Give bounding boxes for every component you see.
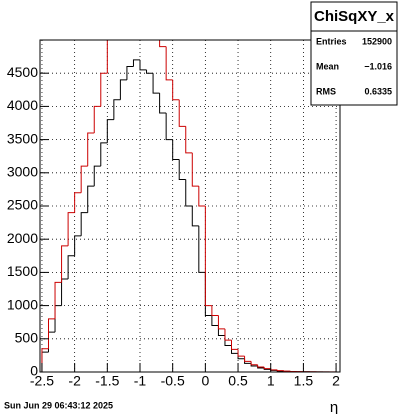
histogram-bin [80, 212, 88, 236]
histogram-bin [74, 192, 82, 213]
histogram-bin [165, 46, 173, 81]
histogram-bin [100, 142, 108, 167]
histogram-bin [211, 305, 219, 317]
y-tick-label: 0 [30, 363, 38, 379]
histogram-bin [80, 165, 88, 193]
x-tick-label: 0.5 [228, 373, 248, 389]
histogram-bin [93, 105, 101, 133]
x-tick-label: -1.5 [95, 373, 119, 389]
histogram-bin [172, 79, 180, 101]
histogram-bin [198, 186, 206, 207]
x-tick-label: 0 [201, 373, 209, 389]
histogram-bin [204, 206, 212, 307]
histogram-bin [132, 59, 140, 67]
histogram-bin [165, 113, 173, 141]
y-tick-label: 2000 [7, 230, 38, 246]
histogram-bin [257, 364, 265, 368]
y-tick-label: 3500 [7, 130, 38, 146]
x-tick-label: 1 [267, 373, 275, 389]
x-tick-label: -2.5 [30, 373, 54, 389]
y-tick-label: 3000 [7, 164, 38, 180]
y-tick-label: 4500 [7, 64, 38, 80]
histogram-bin [191, 152, 199, 187]
stats-value: −1.016 [364, 61, 392, 71]
histogram-bin [159, 93, 167, 114]
histogram-bin [191, 206, 199, 227]
footer-date: Sun Jun 29 06:43:12 2025 [4, 400, 113, 410]
histogram-bin [87, 132, 95, 167]
histogram-bin [178, 99, 186, 127]
histogram-bin [231, 340, 239, 350]
histogram-bin [152, 73, 160, 94]
histogram-bin [159, 40, 167, 48]
x-tick-label: 1.5 [294, 373, 314, 389]
histogram-bin [185, 179, 193, 207]
x-tick-label: -2 [68, 373, 81, 389]
histogram-bin [54, 281, 62, 319]
histogram-bin [178, 159, 186, 180]
x-tick-label: -1 [134, 373, 147, 389]
y-tick-label: 4000 [7, 97, 38, 113]
histogram-bin [276, 369, 284, 372]
stats-box [310, 1, 398, 106]
y-tick-label: 1000 [7, 296, 38, 312]
histogram-bin [237, 349, 245, 357]
histogram-bin [93, 165, 101, 187]
histogram-bin [250, 361, 258, 366]
histogram-bin [244, 356, 252, 362]
histogram-bin [74, 235, 82, 256]
histogram-bin [106, 40, 108, 74]
x-tick-label: 2 [332, 373, 340, 389]
histogram-bin [217, 315, 225, 330]
stats-label: RMS [316, 86, 336, 96]
histogram-bin [106, 119, 114, 143]
stats-label: Mean [316, 61, 339, 71]
histogram-bin [139, 59, 147, 71]
histogram-bin [126, 66, 134, 80]
histogram-bin [67, 212, 75, 246]
y-tick-label: 1500 [7, 263, 38, 279]
stats-value: 0.6335 [364, 86, 392, 96]
x-axis-label: η [330, 399, 338, 414]
x-tick-label: -0.5 [161, 373, 185, 389]
histogram-bin [100, 72, 108, 107]
y-tick-label: 2500 [7, 197, 38, 213]
histogram-bin [87, 185, 95, 213]
histogram-bin [198, 225, 206, 273]
histogram-bin [263, 367, 271, 370]
stats-title: ChiSqXY_x [314, 8, 395, 25]
histogram-bin [113, 99, 121, 120]
y-tick-label: 500 [15, 330, 39, 346]
histogram-bin [185, 126, 193, 154]
histogram-bin [119, 79, 127, 100]
histogram-bin [211, 315, 219, 327]
histogram-bin [146, 69, 154, 74]
histogram-bin [67, 255, 75, 280]
histogram-bin [172, 139, 180, 161]
stats-label: Entries [316, 36, 347, 46]
stats-value: 152900 [362, 36, 392, 46]
histogram-bin [61, 245, 69, 283]
histogram-bin [224, 328, 232, 341]
